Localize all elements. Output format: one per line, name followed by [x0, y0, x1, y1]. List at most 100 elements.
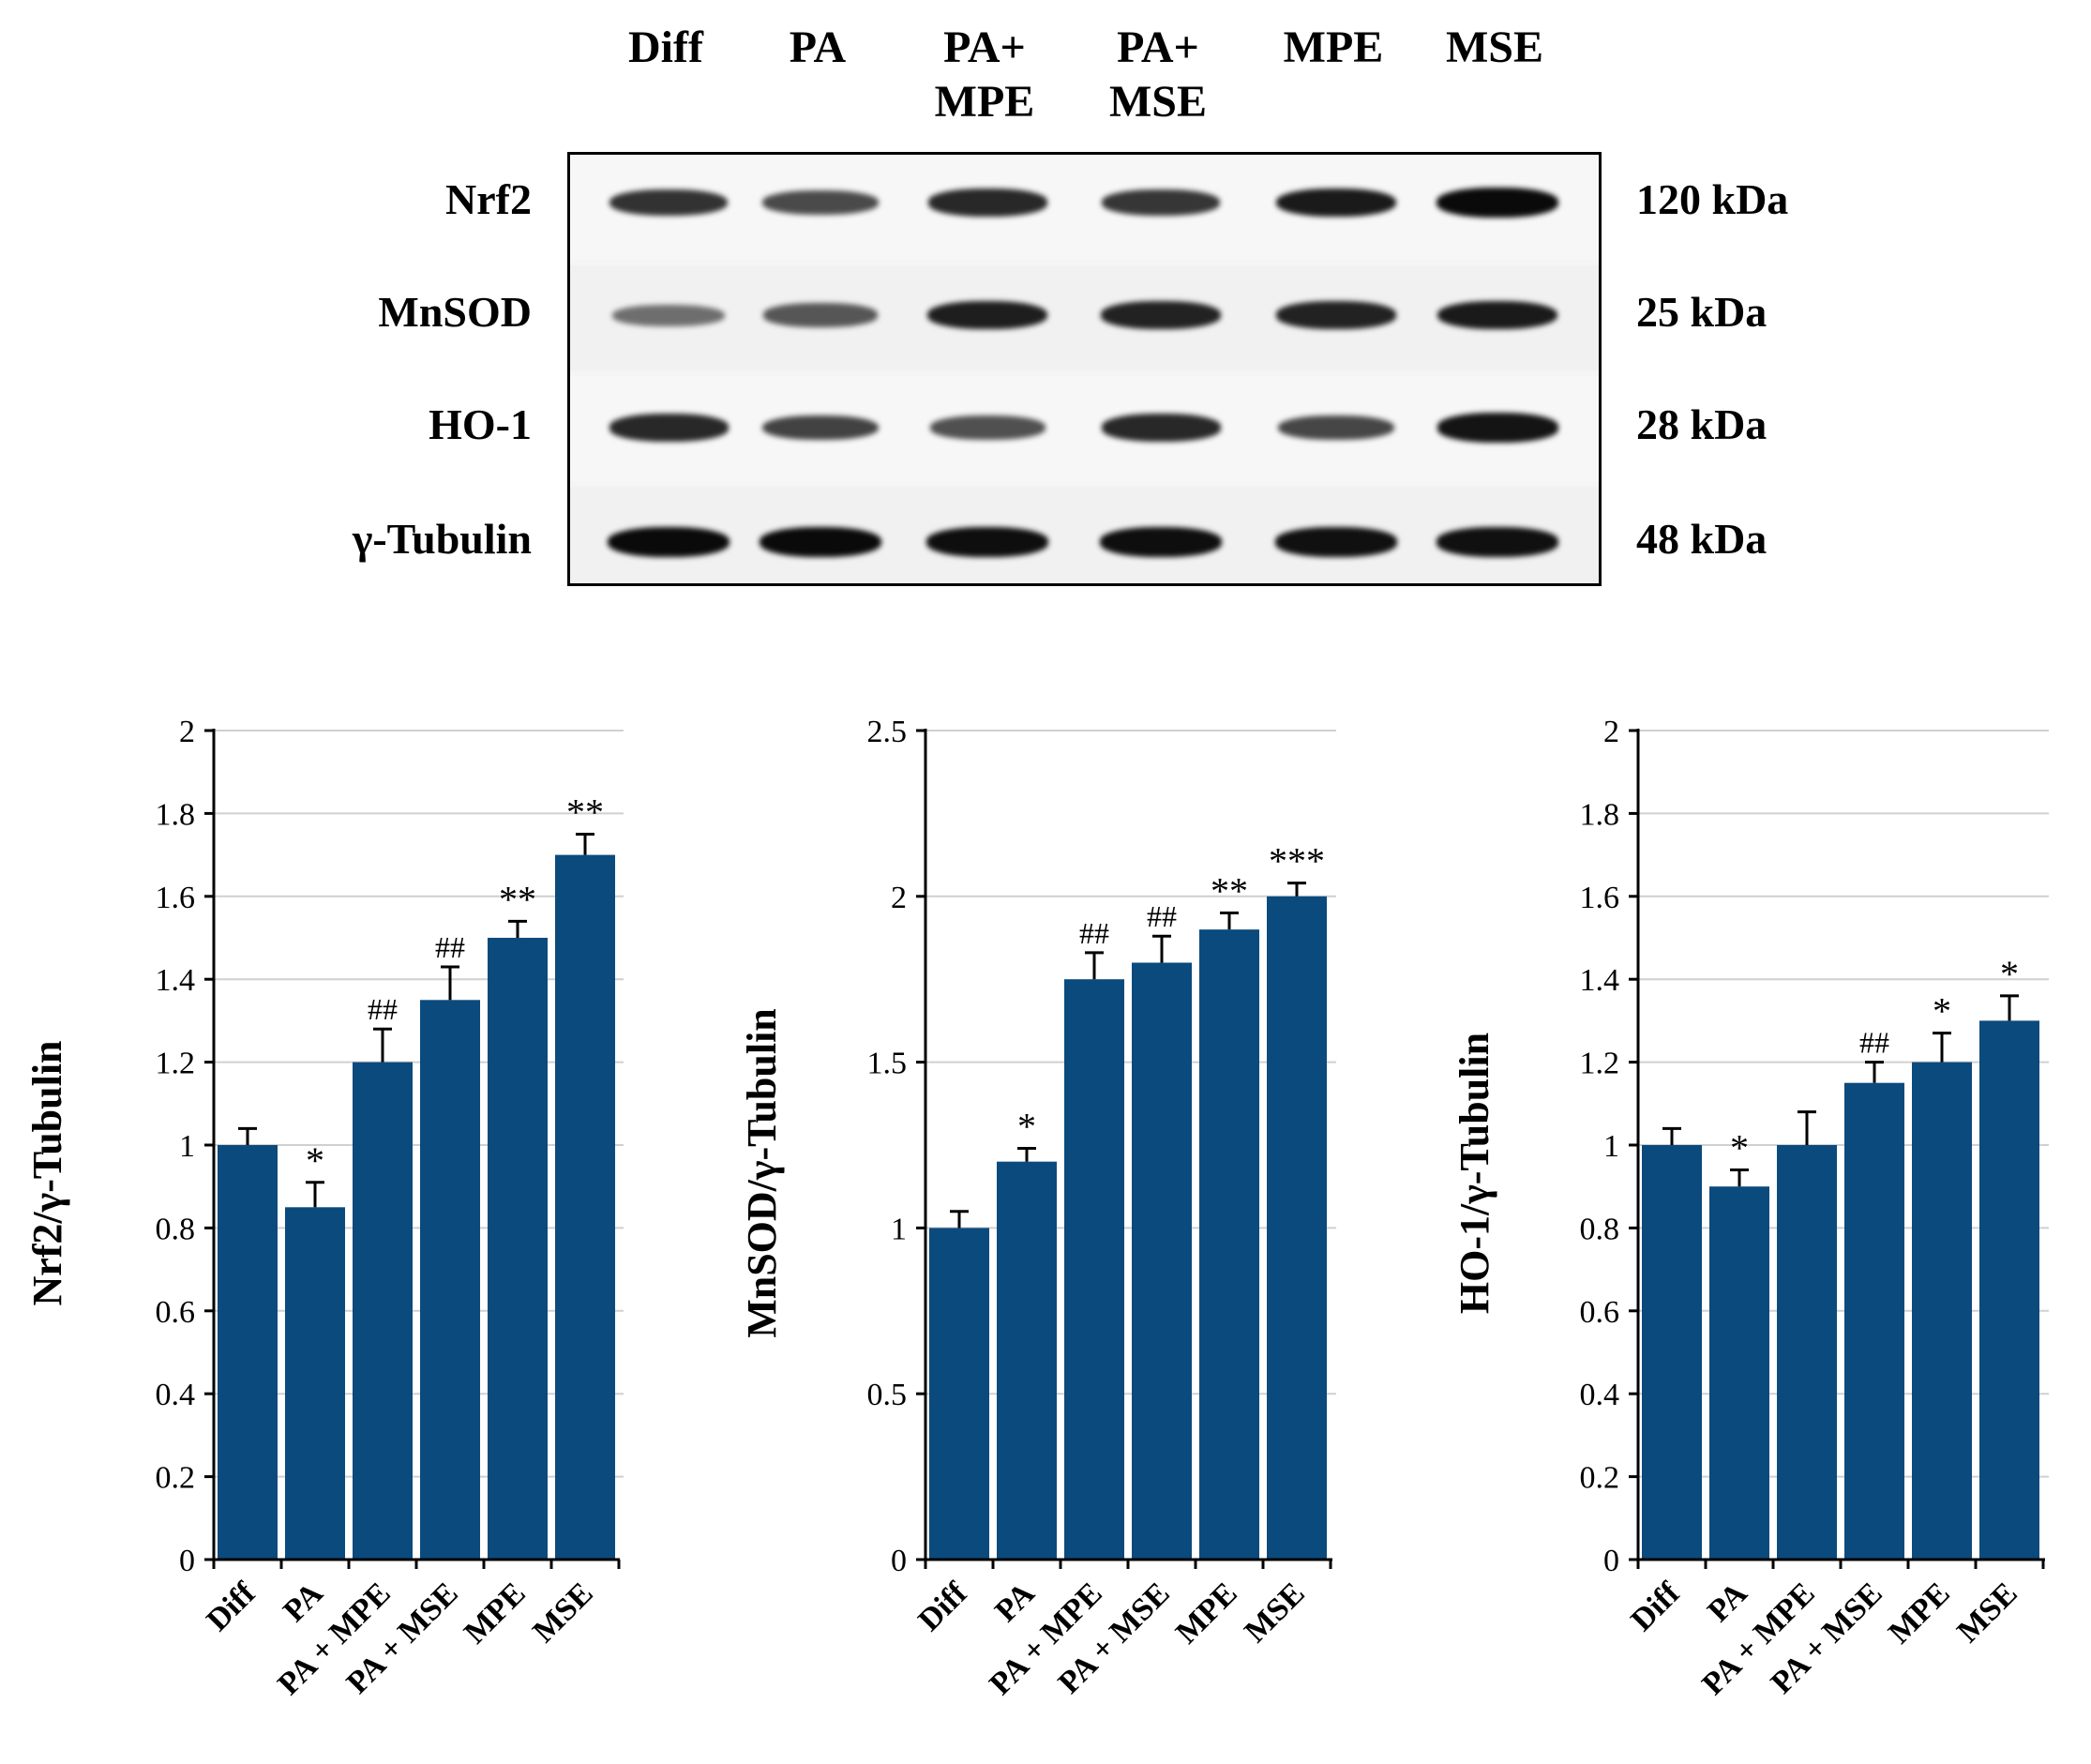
x-tick-label: PA	[1701, 1576, 1754, 1629]
x-tick-label: MSE	[526, 1576, 599, 1649]
y-tick-label: 1.6	[156, 881, 196, 915]
blot-lane-label: MSE	[1445, 23, 1543, 72]
blot-band	[762, 303, 879, 327]
bar	[555, 854, 615, 1560]
y-tick-label: 0	[1603, 1544, 1619, 1578]
blot-protein-label: MnSOD	[378, 288, 532, 336]
blot-band	[1437, 527, 1558, 557]
bar	[1709, 1186, 1769, 1560]
blot-band	[1437, 300, 1558, 330]
significance-mark: **	[566, 792, 604, 834]
bar	[1199, 929, 1259, 1560]
significance-mark: ##	[1079, 916, 1109, 950]
y-tick-label: 1	[891, 1212, 907, 1246]
significance-mark: ##	[1859, 1026, 1889, 1060]
y-tick-label: 0.4	[156, 1378, 196, 1412]
blot-lane-label: PA	[789, 23, 847, 72]
blot-strip	[570, 265, 1599, 370]
bar	[1064, 979, 1124, 1560]
x-tick-label: Diff	[1624, 1576, 1687, 1638]
bar	[929, 1228, 989, 1560]
blot-band	[608, 527, 730, 557]
x-tick-label: MPE	[1882, 1576, 1957, 1651]
y-tick-label: 1.6	[1580, 881, 1620, 915]
y-tick-label: 0.4	[1580, 1378, 1620, 1412]
blot-band	[609, 414, 729, 442]
bar	[1267, 896, 1327, 1560]
blot-strip	[570, 487, 1599, 583]
significance-mark: *	[2000, 953, 2019, 995]
y-tick-label: 2	[179, 715, 195, 749]
y-tick-label: 1.8	[1580, 797, 1620, 832]
y-tick-label: 1.5	[867, 1047, 908, 1081]
blot-band	[1275, 188, 1397, 218]
blot-lane-label: Diff	[628, 23, 703, 72]
blot-band	[761, 415, 880, 441]
y-tick-label: 0.8	[1580, 1212, 1620, 1246]
blot-strip	[570, 155, 1599, 260]
bar	[1642, 1145, 1702, 1560]
blot-band	[609, 188, 728, 217]
significance-mark: **	[499, 878, 536, 920]
blot-band	[760, 527, 881, 557]
y-tick-label: 0.6	[156, 1295, 196, 1330]
blot-band	[1278, 415, 1394, 441]
bar	[218, 1145, 278, 1560]
y-tick-label: 1.8	[156, 797, 196, 832]
blot-band	[1275, 527, 1397, 557]
bar	[997, 1161, 1057, 1560]
x-tick-label: PA	[277, 1576, 330, 1629]
x-tick-label: MSE	[1950, 1576, 2023, 1649]
blot-band	[1101, 414, 1221, 442]
y-axis-label: MnSOD/γ-Tubulin	[739, 1008, 785, 1338]
blot-band	[1276, 301, 1396, 329]
blot-band	[927, 188, 1047, 217]
y-tick-label: 0	[179, 1544, 195, 1578]
blot-protein-label: HO-1	[429, 400, 532, 448]
blot-size-label: 28 kDa	[1636, 400, 1768, 448]
significance-mark: ##	[368, 992, 398, 1026]
bar	[1844, 1082, 1904, 1560]
significance-mark: **	[1211, 869, 1248, 912]
y-tick-label: 2	[1603, 715, 1619, 749]
y-tick-label: 1.4	[156, 963, 196, 998]
significance-mark: ***	[1269, 840, 1325, 882]
blot-band	[1437, 413, 1558, 443]
bar	[1132, 962, 1192, 1560]
blot-protein-label: Nrf2	[445, 175, 532, 223]
blot-lane-label: PA+ MPE	[934, 23, 1035, 127]
y-tick-label: 2.5	[867, 715, 908, 749]
y-tick-label: 1	[179, 1129, 195, 1164]
blot-band	[1102, 188, 1220, 216]
y-tick-label: 0	[891, 1544, 907, 1578]
blot-size-label: 25 kDa	[1636, 288, 1768, 336]
blot-lane-header: Diff PA PA+ MPE PA+ MSE MPE MSE	[0, 21, 2091, 133]
significance-mark: ##	[435, 930, 465, 964]
y-tick-label: 0.2	[156, 1461, 196, 1496]
y-tick-label: 0.6	[1580, 1295, 1620, 1330]
bar	[1777, 1145, 1837, 1560]
blot-band	[612, 304, 725, 326]
x-tick-label: PA	[988, 1576, 1042, 1629]
significance-mark: ##	[1147, 899, 1177, 933]
x-tick-label: MSE	[1238, 1576, 1311, 1649]
blot-protein-label: γ-Tubulin	[352, 515, 532, 563]
blot-band	[1437, 188, 1558, 218]
western-blot-image	[567, 152, 1602, 586]
significance-mark: *	[1933, 990, 1951, 1033]
y-tick-label: 1	[1603, 1129, 1619, 1164]
y-axis-label: HO-1/γ-Tubulin	[1452, 1033, 1497, 1314]
bar	[420, 1000, 480, 1560]
x-tick-label: MPE	[1169, 1576, 1244, 1651]
blot-band	[1100, 527, 1222, 557]
y-tick-label: 0.5	[867, 1378, 908, 1412]
x-tick-label: Diff	[200, 1576, 263, 1638]
y-tick-label: 1.2	[1580, 1047, 1620, 1081]
y-axis-label: Nrf2/γ-Tubulin	[24, 1040, 70, 1305]
bar	[1912, 1062, 1972, 1560]
blot-lane-label: PA+ MSE	[1108, 23, 1207, 127]
x-tick-label: Diff	[911, 1576, 974, 1638]
blot-size-label: 120 kDa	[1636, 175, 1789, 223]
blot-band	[927, 300, 1047, 330]
significance-mark: *	[1017, 1106, 1036, 1148]
